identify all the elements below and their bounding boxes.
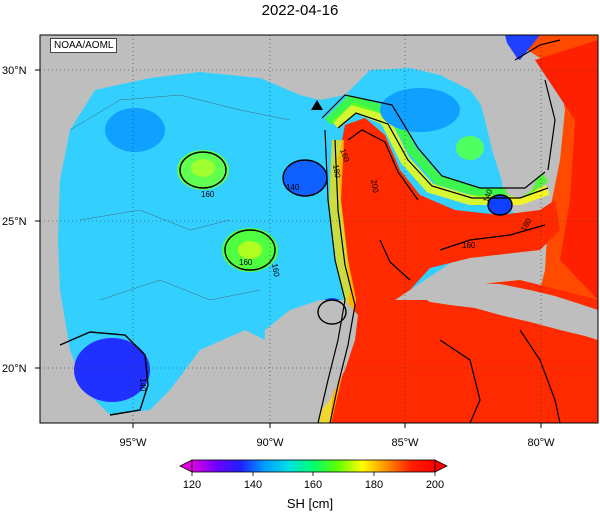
contour-label: 140: [481, 188, 494, 204]
colorbar-left-arrow: [179, 459, 193, 473]
contour-label: 160: [201, 190, 215, 199]
eddy-high-east: [456, 136, 484, 160]
eddy-low-center: [283, 160, 327, 196]
lon-labels: 95°W 90°W 85°W 80°W: [119, 437, 555, 449]
contour-caribbean-c: [519, 329, 561, 423]
colorbar: 120 140 160 180 200: [179, 459, 448, 491]
lon-label: 80°W: [527, 437, 555, 449]
gulf-stream-east: [535, 40, 598, 300]
colorbar-ticks: [191, 472, 436, 476]
eddy-low-florida: [488, 195, 512, 215]
loop-current-edge: [331, 102, 550, 205]
lon-label: 95°W: [119, 437, 147, 449]
colorbar-tick-label: 180: [365, 479, 383, 491]
contours: [59, 39, 561, 423]
axis-ticks: [35, 69, 542, 428]
contour-200-loop: [347, 129, 419, 201]
contour-140-south-eddy: [317, 299, 347, 325]
contour-160-strait: [439, 224, 546, 251]
minor-contours: [69, 94, 291, 301]
contour-label: 200: [369, 179, 380, 194]
graticule: [40, 35, 598, 423]
lon-label: 90°W: [256, 437, 284, 449]
colorbar-tick-label: 120: [183, 479, 201, 491]
lat-labels: 30°N 25°N 20°N: [2, 65, 27, 375]
loop-current: [330, 118, 560, 423]
contour-160-center-eddy: [224, 229, 276, 271]
minor-contour-a: [69, 94, 291, 131]
contour-label: 180: [331, 164, 342, 179]
eddy-low-southwest: [74, 338, 150, 402]
contour-label: 140: [286, 183, 300, 192]
minor-contour-b: [79, 209, 231, 231]
lat-label: 25°N: [2, 216, 27, 228]
contour-label: 160: [338, 148, 351, 164]
florida-peninsula: [470, 40, 545, 198]
contour-label: 160: [239, 258, 253, 267]
lat-label: 20°N: [2, 363, 27, 375]
contour-caribbean-b: [439, 339, 481, 423]
contour-caribbean-a: [379, 239, 411, 281]
station-marker-triangle: [311, 100, 323, 110]
credit-label: NOAA/AOML: [50, 38, 118, 53]
colorbar-tick-label: 200: [426, 479, 444, 491]
colorbar-label: SH [cm]: [286, 496, 334, 511]
cuba-landmass: [420, 283, 598, 340]
contour-160-loop-outer: [321, 94, 546, 189]
eddy-low-northeast: [380, 88, 460, 132]
contour-label: 160: [462, 241, 476, 250]
contour-140-southwest: [59, 331, 149, 416]
contour-140-center: [282, 159, 328, 197]
colorbar-right-arrow: [434, 459, 448, 473]
minor-contour-c: [99, 279, 261, 301]
eddy-high-center-core: [238, 241, 262, 259]
eddy-high-west-core: [191, 159, 215, 177]
contour-140-florida: [487, 194, 513, 216]
colorbar-tick-label: 160: [304, 479, 322, 491]
contour-label: 140: [138, 378, 147, 392]
contour-labels: 160 140 160 180 200 160 160 140 160 180 …: [138, 148, 534, 392]
contour-180-western-edge: [329, 139, 356, 423]
yucatan-peninsula: [260, 300, 358, 423]
map-area: 160 140 160 180 200 160 160 140 160 180 …: [40, 35, 598, 423]
contour-160-western-edge: [317, 129, 346, 423]
contour-180-loop: [337, 112, 549, 199]
map-title: 2022-04-16: [261, 2, 339, 19]
contour-label: 160: [270, 263, 281, 278]
eddy-low-northwest: [105, 108, 165, 152]
colorbar-tick-label: 140: [244, 479, 262, 491]
map-frame: [39, 34, 599, 424]
contour-atlantic: [514, 39, 561, 171]
lon-label: 85°W: [391, 437, 419, 449]
colorbar-strip: [191, 459, 436, 473]
lat-label: 30°N: [2, 65, 27, 77]
contour-160-west-eddy: [179, 151, 227, 189]
